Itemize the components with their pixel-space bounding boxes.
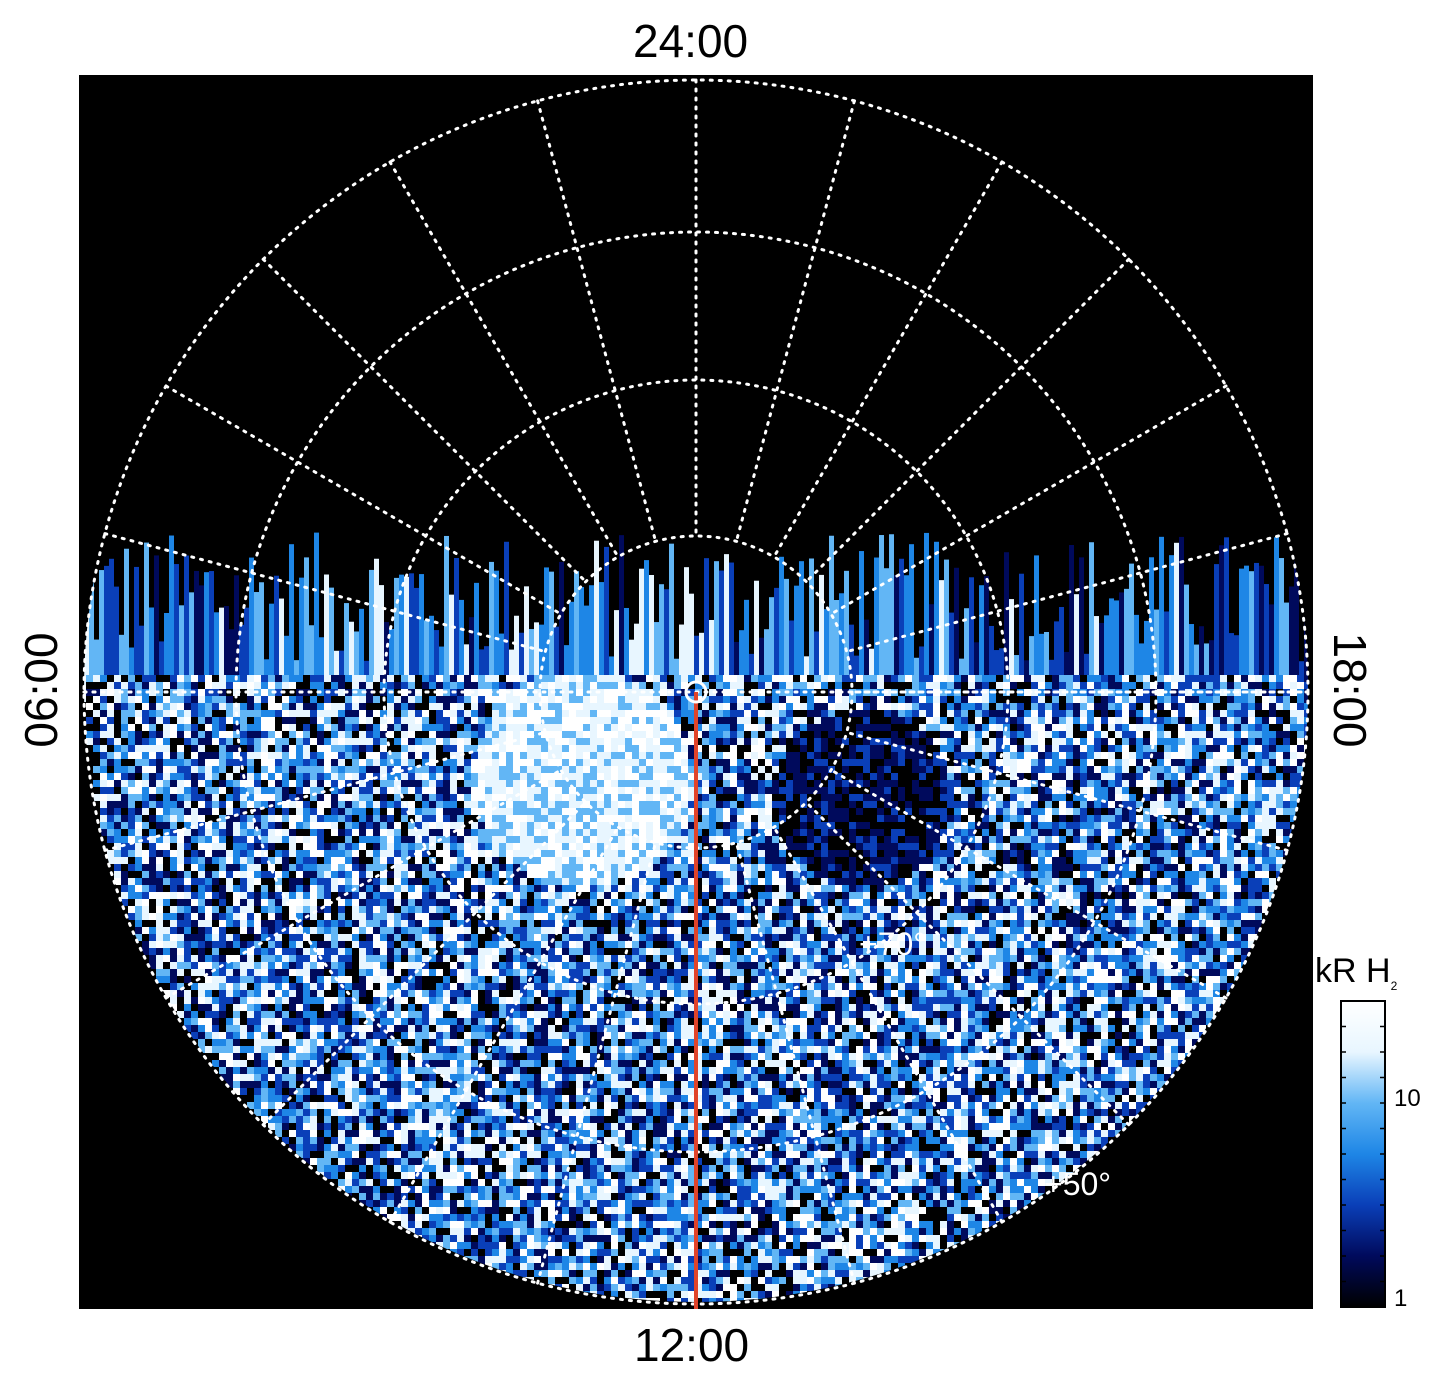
colorbar-title-text: kR H [1315, 952, 1391, 990]
polar-auroral-map: +70° +50° [79, 75, 1313, 1309]
pole-marker-icon [684, 680, 708, 704]
local-time-label-dusk: 18:00 [1324, 632, 1376, 748]
auroral-emission-image [84, 532, 1308, 1302]
colorbar-title: kR H2 [1315, 952, 1397, 993]
local-time-label-dawn: 06:00 [15, 632, 67, 748]
colorbar-tick-1: 1 [1394, 1285, 1408, 1312]
latitude-label-50: +50° [1044, 1166, 1111, 1202]
colorbar-title-subscript: 2 [1390, 978, 1398, 993]
colorbar [1340, 1000, 1386, 1308]
latitude-label-70: +70° [859, 926, 926, 962]
local-time-label-noon: 12:00 [634, 1319, 750, 1371]
colorbar-tick-10: 10 [1394, 1085, 1421, 1112]
local-time-label-midnight: 24:00 [633, 15, 749, 67]
